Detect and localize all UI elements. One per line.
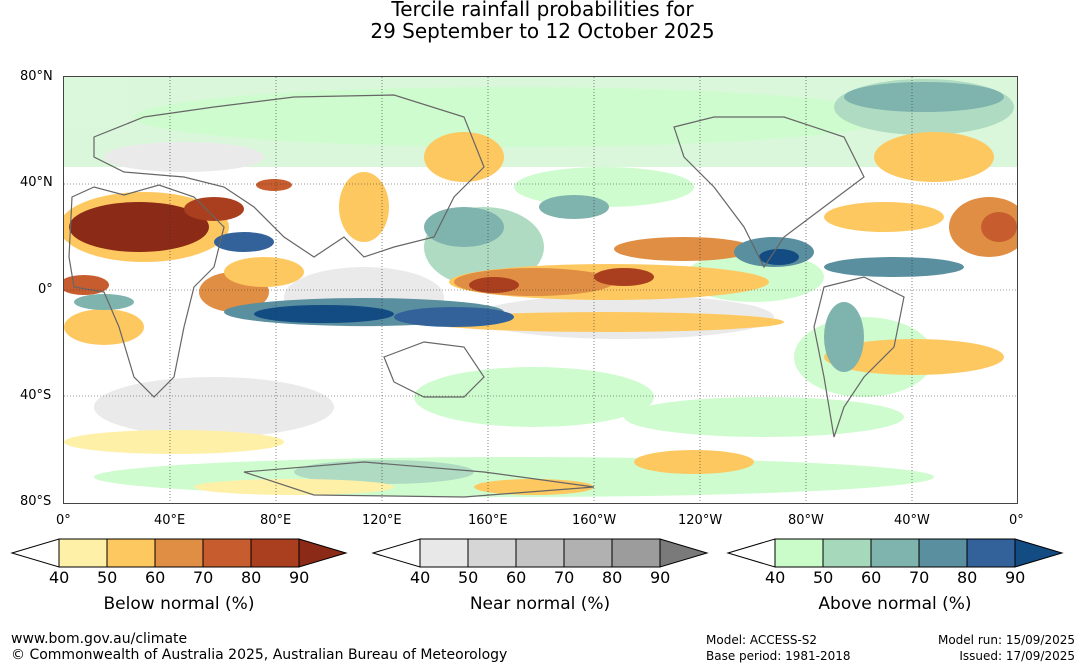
below-swatch-40 (58, 538, 108, 568)
lon-label-160w: 160°W (572, 513, 617, 528)
near-swatch-70 (563, 538, 613, 568)
colorbar-above-normal (726, 538, 1064, 568)
footer-copyright: © Commonwealth of Australia 2025, Austra… (11, 647, 508, 663)
lon-label-0: 0° (56, 513, 71, 528)
above-tick-60: 60 (861, 568, 882, 587)
near-tick-40: 40 (410, 568, 431, 587)
footer-issued: Issued: 17/09/2025 (959, 649, 1075, 663)
lon-label-0-end: 0° (1009, 513, 1024, 528)
above-swatch-90 (1014, 538, 1064, 568)
colorbar-near-normal (371, 538, 709, 568)
below-swatch-80 (250, 538, 300, 568)
rainfall-probability-map (63, 76, 1018, 504)
near-normal-title: Near normal (%) (469, 594, 611, 614)
below-tick-70: 70 (193, 568, 214, 587)
footer-model-run: Model run: 15/09/2025 (937, 633, 1075, 647)
map-title-line2: 29 September to 12 October 2025 (370, 19, 715, 43)
above-tick-80: 80 (957, 568, 978, 587)
above-swatch-40 (774, 538, 824, 568)
graticule (64, 77, 1017, 503)
above-normal-title: Above normal (%) (818, 594, 972, 614)
map-svg (64, 77, 1017, 503)
above-swatch-80 (966, 538, 1016, 568)
lat-label-equator: 0° (38, 282, 53, 297)
map-title-line1: Tercile rainfall probabilities for (391, 0, 694, 21)
below-swatch-90 (298, 538, 348, 568)
lat-label-80s: 80°S (20, 494, 52, 509)
colorbars-svg (10, 538, 1064, 568)
near-swatch-40 (419, 538, 469, 568)
below-tick-90: 90 (289, 568, 310, 587)
near-tick-50: 50 (458, 568, 479, 587)
lon-label-120w: 120°W (678, 513, 723, 528)
below-normal-title: Below normal (%) (103, 594, 255, 614)
near-swatch-50 (467, 538, 517, 568)
near-swatch-90 (659, 538, 709, 568)
lat-label-40s: 40°S (20, 388, 52, 403)
lat-label-40n: 40°N (20, 175, 53, 190)
near-tick-90: 90 (650, 568, 671, 587)
near-swatch-60 (515, 538, 565, 568)
colorbar-below-normal (10, 538, 348, 568)
below-tick-60: 60 (145, 568, 166, 587)
below-tick-40: 40 (49, 568, 70, 587)
footer-model: Model: ACCESS-S2 (706, 633, 818, 647)
below-swatch-60 (154, 538, 204, 568)
near-swatch-80 (611, 538, 661, 568)
footer-base-period: Base period: 1981-2018 (706, 649, 851, 663)
near-tick-60: 60 (506, 568, 527, 587)
coastlines (68, 94, 905, 498)
lon-label-40e: 40°E (154, 513, 186, 528)
footer-url: www.bom.gov.au/climate (11, 631, 188, 647)
above-swatch-50 (822, 538, 872, 568)
above-tick-90: 90 (1005, 568, 1026, 587)
lon-label-80e: 80°E (260, 513, 292, 528)
below-tick-50: 50 (97, 568, 118, 587)
below-swatch-50 (106, 538, 156, 568)
above-tick-40: 40 (765, 568, 786, 587)
above-tick-70: 70 (909, 568, 930, 587)
lon-label-160e: 160°E (468, 513, 508, 528)
near-tick-80: 80 (602, 568, 623, 587)
below-swatch-70 (202, 538, 252, 568)
lon-label-40w: 40°W (894, 513, 930, 528)
above-normal-patches (74, 82, 1004, 372)
lon-label-120e: 120°E (362, 513, 402, 528)
below-tick-80: 80 (241, 568, 262, 587)
above-swatch-60 (870, 538, 920, 568)
near-tick-70: 70 (554, 568, 575, 587)
above-swatch-70 (918, 538, 968, 568)
lon-label-80w: 80°W (788, 513, 824, 528)
above-tick-50: 50 (813, 568, 834, 587)
lat-label-80n: 80°N (20, 69, 53, 84)
